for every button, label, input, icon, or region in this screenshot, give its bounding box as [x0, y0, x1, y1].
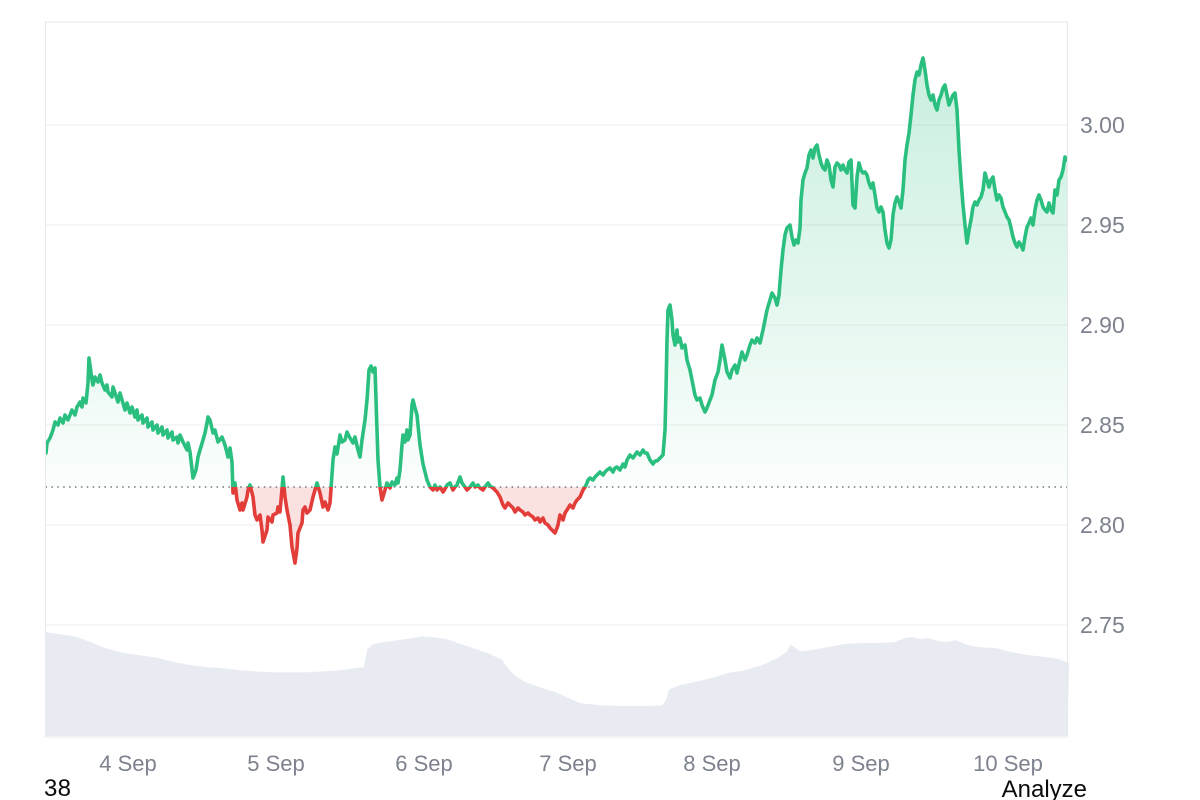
price-line-down: [231, 487, 588, 565]
y-tick-label: 2.80: [1080, 512, 1125, 538]
y-tick-label: 2.90: [1080, 312, 1125, 338]
y-tick-label: 2.75: [1080, 612, 1125, 638]
analyze-link[interactable]: Analyze: [1001, 776, 1087, 800]
x-tick-label: 8 Sep: [683, 751, 741, 776]
y-tick-label: 2.95: [1080, 212, 1125, 238]
y-tick-label: 3.00: [1080, 112, 1125, 138]
x-tick-label: 7 Sep: [539, 751, 597, 776]
page-number: 38: [44, 775, 72, 800]
plot-border: [45, 21, 1068, 738]
y-tick-label: 2.85: [1080, 412, 1125, 438]
price-fill-above-baseline: [46, 58, 1068, 487]
x-tick-label: 6 Sep: [395, 751, 453, 776]
volume-area: [45, 632, 1069, 736]
x-tick-label: 4 Sep: [99, 751, 157, 776]
x-tick-label: 10 Sep: [973, 751, 1043, 776]
x-tick-label: 5 Sep: [247, 751, 305, 776]
x-tick-label: 9 Sep: [832, 751, 890, 776]
price-line-up: [45, 56, 1068, 487]
